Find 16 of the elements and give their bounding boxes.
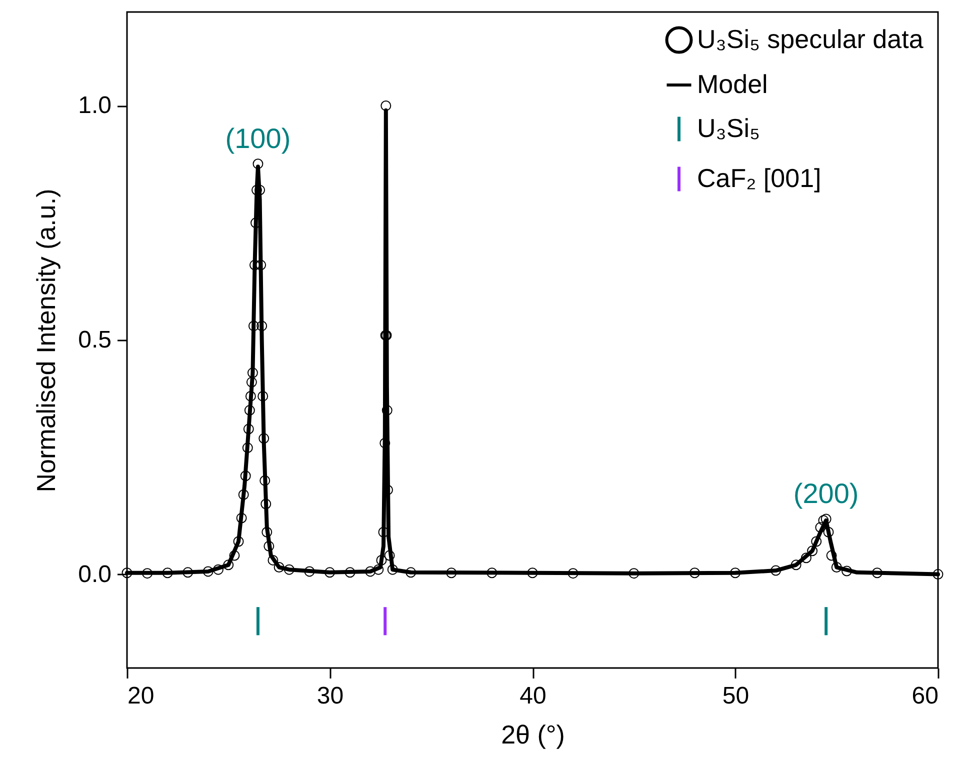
x-axis-title: 2θ (°) xyxy=(501,720,565,750)
legend-label: U₃Si₅ xyxy=(697,113,760,143)
legend-label: U₃Si₅ specular data xyxy=(697,24,924,54)
x-tick-label: 50 xyxy=(722,682,750,710)
annotation: (100) xyxy=(225,122,291,154)
x-tick-label: 20 xyxy=(128,682,154,710)
x-tick-label: 30 xyxy=(316,682,344,710)
y-axis-title: Normalised Intensity (a.u.) xyxy=(31,188,62,492)
x-tick-label: 60 xyxy=(912,682,938,710)
x-tick-label: 40 xyxy=(520,682,546,710)
y-tick-label: 0.5 xyxy=(78,326,112,354)
legend-label: Model xyxy=(697,69,768,99)
legend-label: CaF₂ [001] xyxy=(697,163,822,193)
annotation: (200) xyxy=(793,478,859,509)
y-tick-label: 0.0 xyxy=(78,560,112,588)
y-tick-label: 1.0 xyxy=(78,92,112,120)
